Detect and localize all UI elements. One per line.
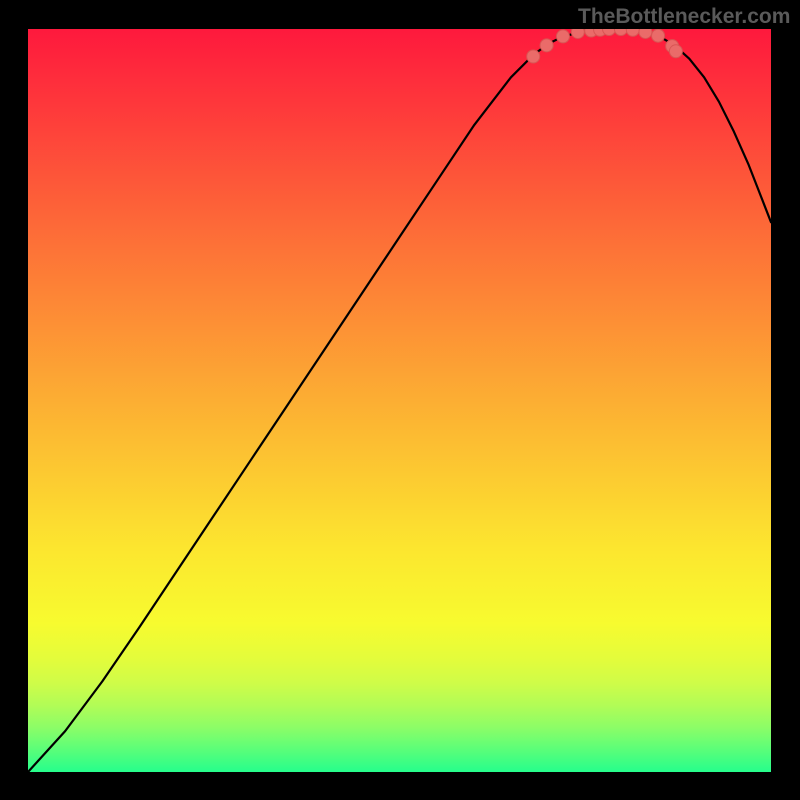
chart-background	[28, 29, 771, 772]
watermark-text: TheBottlenecker.com	[578, 5, 790, 29]
dot-marker	[571, 29, 584, 38]
chart-plot-area	[28, 29, 771, 772]
dot-marker	[556, 30, 569, 43]
dot-marker	[527, 50, 540, 63]
dot-marker	[669, 45, 682, 58]
dot-marker	[540, 39, 553, 52]
dot-marker	[652, 29, 665, 42]
dot-marker	[639, 29, 652, 38]
chart-svg	[28, 29, 771, 772]
